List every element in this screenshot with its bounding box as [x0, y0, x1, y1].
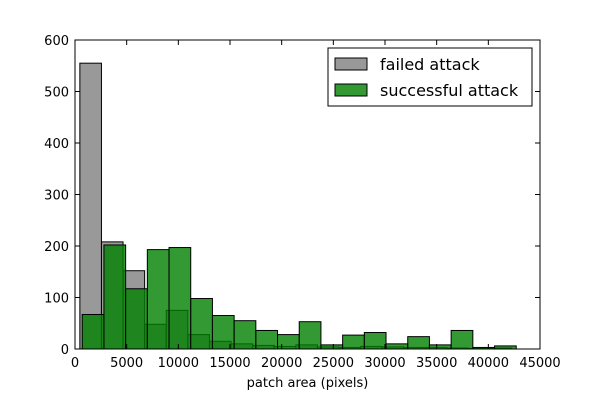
x-tick-label-8: 40000	[468, 356, 509, 371]
bar-successful-10	[298, 321, 322, 350]
legend-swatch-successful	[334, 83, 368, 97]
bar-successful-12	[342, 334, 365, 350]
bar-successful-15	[407, 336, 430, 350]
bar-successful-2	[125, 288, 148, 350]
bar-successful-14	[385, 343, 409, 350]
bar-successful-3	[146, 249, 170, 350]
y-tick-label-3: 300	[44, 189, 69, 204]
y-tick-label-5: 500	[44, 86, 69, 101]
bar-successful-1	[103, 244, 127, 350]
series-successful	[81, 244, 517, 350]
bar-successful-4	[168, 247, 192, 350]
bar-successful-11	[320, 344, 344, 350]
x-tick-label-4: 20000	[261, 356, 302, 371]
x-tick-label-6: 30000	[364, 356, 405, 371]
y-tick-label-0: 0	[61, 343, 69, 358]
legend: failed attack successful attack	[327, 47, 533, 107]
y-tick-label-1: 100	[44, 292, 69, 307]
legend-swatch-failed	[334, 57, 368, 71]
bar-failed-0	[79, 62, 102, 350]
bar-successful-9	[277, 334, 300, 350]
x-tick-label-5: 25000	[313, 356, 354, 371]
x-tick-label-1: 5000	[110, 356, 143, 371]
legend-label-failed: failed attack	[380, 55, 480, 74]
x-tick-label-7: 35000	[416, 356, 457, 371]
x-tick-label-0: 0	[71, 356, 79, 371]
bar-successful-7	[233, 320, 257, 350]
x-axis-label: patch area (pixels)	[247, 376, 369, 391]
bar-successful-8	[255, 329, 279, 350]
x-tick-label-9: 45000	[519, 356, 560, 371]
y-tick-label-4: 400	[44, 137, 69, 152]
y-tick-label-2: 200	[44, 240, 69, 255]
bar-successful-5	[190, 298, 213, 350]
bar-successful-17	[450, 329, 474, 350]
legend-label-successful: successful attack	[380, 81, 519, 100]
bar-successful-16	[428, 344, 452, 350]
bar-successful-6	[211, 315, 235, 350]
x-tick-label-2: 10000	[158, 356, 199, 371]
y-tick-label-6: 600	[44, 34, 69, 49]
ticks-layer: 0 5000 10000 15000 20000 25000 30000 35000 40000…	[44, 34, 561, 371]
x-tick-label-3: 15000	[209, 356, 250, 371]
bar-successful-0	[81, 313, 105, 350]
bar-successful-13	[363, 332, 387, 350]
